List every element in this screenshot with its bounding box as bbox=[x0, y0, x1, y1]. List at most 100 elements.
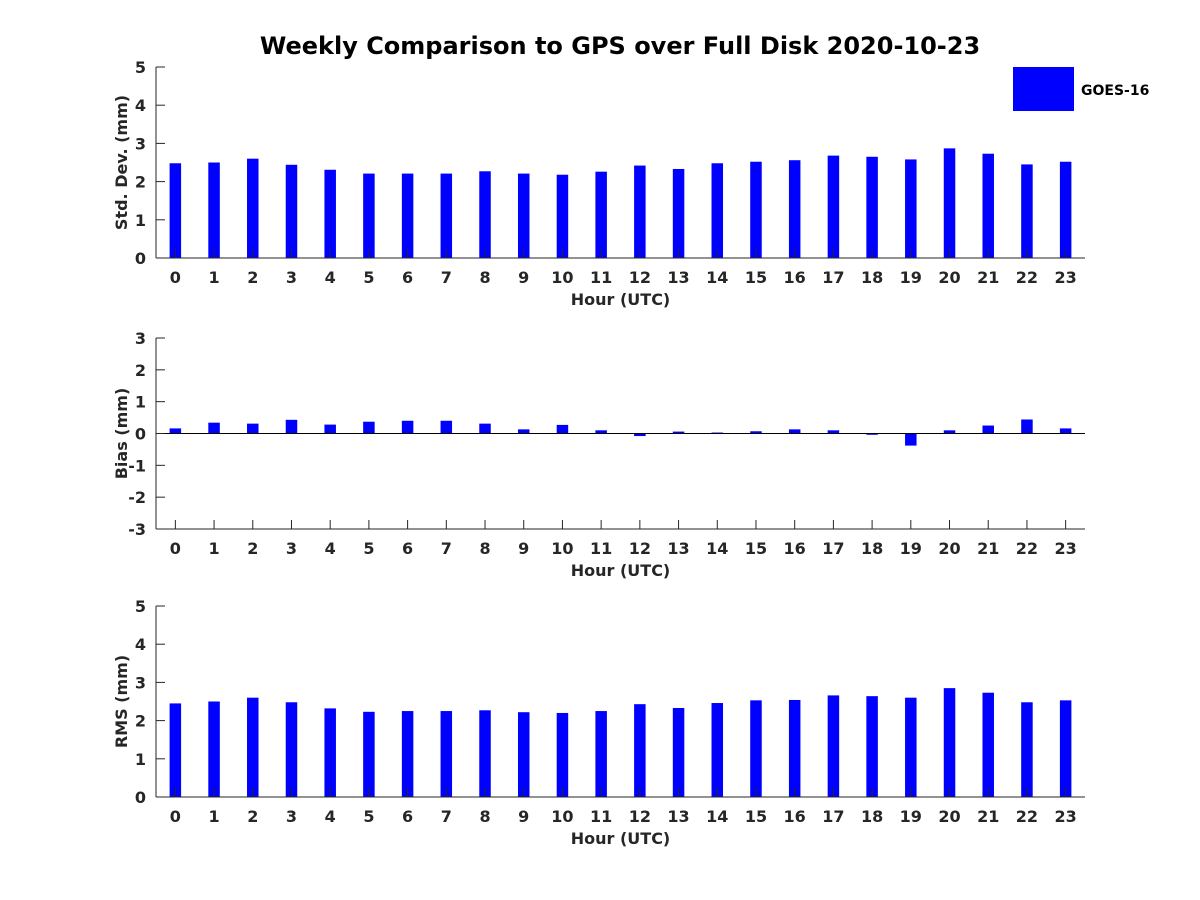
bar-hour-17 bbox=[827, 430, 840, 434]
y-tick-label: 5 bbox=[135, 58, 146, 77]
legend: GOES-16 bbox=[1013, 67, 1149, 111]
bar-hour-15 bbox=[750, 700, 762, 797]
bar-hour-0 bbox=[169, 703, 182, 797]
bar-hour-5 bbox=[363, 711, 375, 797]
x-tick-label: 11 bbox=[590, 268, 612, 287]
x-tick-label: 16 bbox=[784, 807, 806, 826]
x-tick-label: 5 bbox=[363, 268, 374, 287]
x-tick-label: 2 bbox=[247, 807, 258, 826]
x-tick-label: 18 bbox=[861, 807, 883, 826]
x-tick-label: 4 bbox=[325, 268, 336, 287]
x-tick-label: 0 bbox=[170, 268, 181, 287]
x-tick-label: 4 bbox=[325, 539, 336, 558]
bar-hour-23 bbox=[1059, 700, 1072, 797]
x-tick-label: 19 bbox=[900, 268, 922, 287]
x-tick-label: 23 bbox=[1055, 539, 1077, 558]
bar-hour-10 bbox=[556, 174, 569, 258]
bar-hour-16 bbox=[788, 699, 801, 797]
bar-hour-10 bbox=[556, 424, 569, 434]
bar-hour-11 bbox=[595, 711, 607, 797]
x-tick-label: 14 bbox=[706, 268, 728, 287]
x-tick-label: 6 bbox=[402, 807, 413, 826]
bar-hour-3 bbox=[285, 164, 298, 258]
x-tick-label: 17 bbox=[822, 539, 844, 558]
bar-hour-12 bbox=[634, 704, 646, 797]
bar-hour-7 bbox=[440, 420, 453, 434]
y-tick-label: 0 bbox=[135, 425, 146, 444]
x-tick-label: 1 bbox=[208, 807, 219, 826]
x-tick-label: 17 bbox=[822, 268, 844, 287]
bar-hour-15 bbox=[750, 161, 762, 258]
x-tick-label: 0 bbox=[170, 807, 181, 826]
x-tick-label: 8 bbox=[479, 539, 490, 558]
bar-hour-14 bbox=[711, 703, 724, 797]
x-tick-label: 11 bbox=[590, 807, 612, 826]
bar-hour-6 bbox=[401, 711, 414, 797]
x-tick-label: 23 bbox=[1055, 268, 1077, 287]
x-tick-label: 14 bbox=[706, 807, 728, 826]
x-tick-label: 11 bbox=[590, 539, 612, 558]
y-tick-label: 3 bbox=[135, 134, 146, 153]
bar-hour-19 bbox=[905, 433, 917, 446]
x-tick-label: 19 bbox=[900, 539, 922, 558]
x-tick-label: 17 bbox=[822, 807, 844, 826]
x-tick-label: 15 bbox=[745, 268, 767, 287]
bar-hour-3 bbox=[285, 419, 298, 434]
x-tick-label: 20 bbox=[938, 539, 960, 558]
bar-hour-19 bbox=[905, 159, 917, 258]
x-tick-label: 10 bbox=[551, 539, 573, 558]
x-tick-label: 22 bbox=[1016, 539, 1038, 558]
y-axis-label: Std. Dev. (mm) bbox=[112, 95, 131, 230]
y-tick-label: 2 bbox=[135, 173, 146, 192]
y-axis-label: RMS (mm) bbox=[112, 655, 131, 748]
bar-hour-23 bbox=[1059, 428, 1072, 434]
y-axis-label: Bias (mm) bbox=[112, 388, 131, 480]
y-tick-label: 0 bbox=[135, 249, 146, 268]
x-tick-label: 8 bbox=[479, 807, 490, 826]
x-tick-label: 14 bbox=[706, 539, 728, 558]
bar-hour-1 bbox=[208, 701, 220, 797]
x-tick-label: 6 bbox=[402, 539, 413, 558]
bar-hour-8 bbox=[479, 171, 491, 258]
bar-hour-10 bbox=[556, 712, 569, 797]
y-tick-label: 4 bbox=[135, 96, 146, 115]
bar-hour-9 bbox=[517, 712, 530, 797]
bar-hour-2 bbox=[247, 697, 259, 797]
x-tick-label: 1 bbox=[208, 268, 219, 287]
bar-hour-19 bbox=[905, 697, 917, 797]
x-tick-label: 16 bbox=[784, 539, 806, 558]
x-tick-label: 7 bbox=[441, 268, 452, 287]
x-tick-label: 9 bbox=[518, 539, 529, 558]
x-tick-label: 19 bbox=[900, 807, 922, 826]
x-tick-label: 21 bbox=[977, 268, 999, 287]
x-tick-label: 20 bbox=[938, 268, 960, 287]
y-tick-label: -3 bbox=[128, 520, 146, 539]
bar-hour-17 bbox=[827, 695, 840, 797]
y-tick-label: 4 bbox=[135, 635, 146, 654]
x-axis-label: Hour (UTC) bbox=[571, 290, 671, 309]
bar-hour-20 bbox=[943, 688, 956, 797]
x-tick-label: 7 bbox=[441, 539, 452, 558]
bar-hour-8 bbox=[479, 710, 491, 797]
bar-hour-4 bbox=[324, 169, 336, 258]
x-tick-label: 16 bbox=[784, 268, 806, 287]
bar-hour-21 bbox=[982, 425, 994, 434]
bar-hour-20 bbox=[943, 430, 956, 434]
bar-hour-15 bbox=[750, 431, 762, 434]
y-tick-label: 5 bbox=[135, 597, 146, 616]
bar-hour-4 bbox=[324, 708, 336, 797]
x-tick-label: 2 bbox=[247, 268, 258, 287]
bar-hour-18 bbox=[866, 156, 878, 258]
x-tick-label: 21 bbox=[977, 539, 999, 558]
bar-hour-18 bbox=[866, 696, 878, 797]
bar-hour-23 bbox=[1059, 161, 1072, 258]
x-tick-label: 15 bbox=[745, 539, 767, 558]
bar-hour-6 bbox=[401, 420, 414, 434]
y-tick-label: 3 bbox=[135, 329, 146, 348]
y-tick-label: 3 bbox=[135, 673, 146, 692]
y-tick-label: 0 bbox=[135, 788, 146, 807]
